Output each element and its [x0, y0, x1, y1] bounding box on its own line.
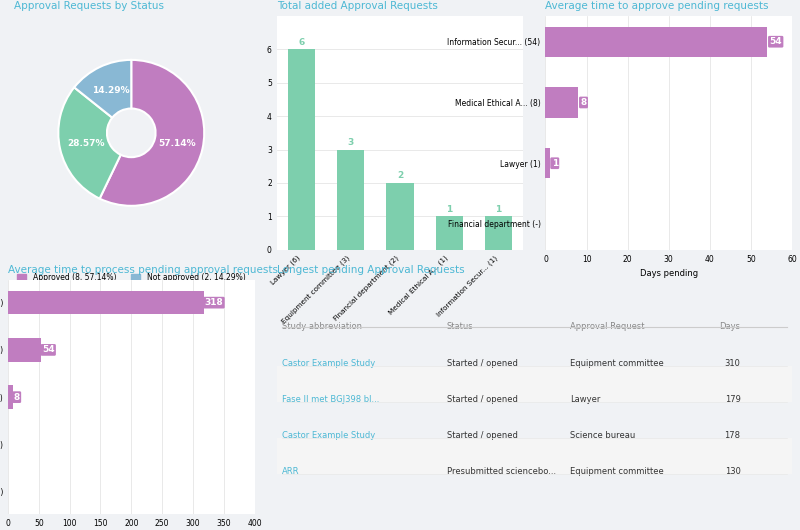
Text: 14.29%: 14.29%	[92, 86, 130, 95]
Text: Started / opened: Started / opened	[446, 359, 518, 368]
Text: Average time to process pending approval requests: Average time to process pending approval…	[8, 265, 278, 275]
Text: Presubmitted sciencebo...: Presubmitted sciencebo...	[446, 467, 556, 476]
Text: Study abbreviation: Study abbreviation	[282, 322, 362, 331]
Bar	[485, 216, 512, 250]
Text: Average time to approve pending requests: Average time to approve pending requests	[546, 1, 769, 11]
Text: Approval Requests by Status: Approval Requests by Status	[14, 1, 164, 11]
Text: Equipment committee: Equipment committee	[570, 359, 664, 368]
Bar	[8, 338, 42, 361]
Text: 178: 178	[725, 431, 741, 440]
Text: 3: 3	[348, 138, 354, 147]
Text: 28.57%: 28.57%	[67, 139, 105, 148]
Bar	[546, 148, 550, 179]
Text: 54: 54	[770, 37, 782, 46]
Text: 1: 1	[552, 158, 558, 167]
Text: 8: 8	[580, 98, 586, 107]
Legend: Approved (8, 57.14%), Pending (4, 28.57%), Not approved (2, 14.29%): Approved (8, 57.14%), Pending (4, 28.57%…	[14, 269, 248, 297]
Text: Approval Request: Approval Request	[570, 322, 645, 331]
Bar	[8, 291, 204, 314]
Wedge shape	[74, 60, 131, 118]
Text: 57.14%: 57.14%	[158, 139, 196, 148]
Text: Total added Approval Requests: Total added Approval Requests	[277, 1, 438, 11]
Bar	[337, 149, 364, 250]
Text: 310: 310	[725, 359, 741, 368]
Text: 318: 318	[205, 298, 223, 307]
Bar	[8, 385, 13, 409]
Text: 6: 6	[298, 38, 305, 47]
FancyBboxPatch shape	[277, 366, 792, 402]
Wedge shape	[58, 87, 121, 199]
Text: 1: 1	[495, 205, 502, 214]
Text: 54: 54	[42, 346, 54, 355]
Bar	[436, 216, 463, 250]
Text: 8: 8	[14, 393, 20, 402]
Text: Castor Example Study: Castor Example Study	[282, 359, 375, 368]
Text: 1: 1	[446, 205, 452, 214]
Bar	[386, 183, 414, 250]
Text: ARR: ARR	[282, 467, 299, 476]
Bar	[546, 87, 578, 118]
Bar	[546, 26, 767, 57]
Bar	[288, 49, 315, 250]
FancyBboxPatch shape	[277, 438, 792, 474]
Text: Castor Example Study: Castor Example Study	[282, 431, 375, 440]
X-axis label: Days pending: Days pending	[640, 269, 698, 278]
Text: 130: 130	[725, 467, 741, 476]
Text: Started / opened: Started / opened	[446, 395, 518, 404]
Text: Equipment committee: Equipment committee	[570, 467, 664, 476]
Text: Lawyer: Lawyer	[570, 395, 601, 404]
Text: Science bureau: Science bureau	[570, 431, 636, 440]
Text: Longest pending Approval Requests: Longest pending Approval Requests	[277, 265, 464, 275]
Text: 179: 179	[725, 395, 741, 404]
Text: Fase II met BGJ398 bl...: Fase II met BGJ398 bl...	[282, 395, 379, 404]
Text: Started / opened: Started / opened	[446, 431, 518, 440]
Wedge shape	[100, 60, 204, 206]
Text: Status: Status	[446, 322, 474, 331]
Text: Days: Days	[719, 322, 741, 331]
Text: 2: 2	[397, 171, 403, 180]
